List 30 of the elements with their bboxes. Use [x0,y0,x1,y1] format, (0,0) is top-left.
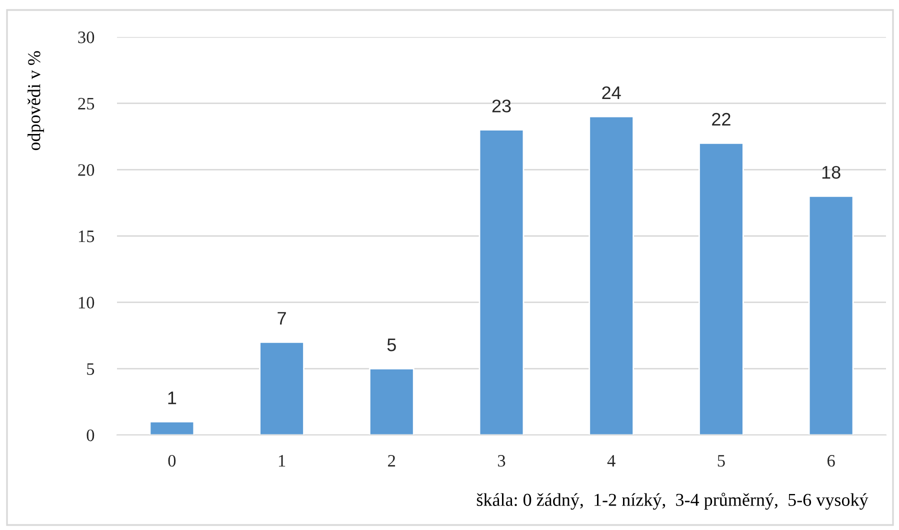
bar [478,129,524,435]
data-label: 1 [168,392,176,404]
data-label: 24 [602,86,621,99]
bar [259,341,304,435]
y-tick-label: 5 [87,363,94,375]
bar [368,368,414,435]
bar [808,196,854,435]
data-label: 23 [492,100,511,112]
data-label: 22 [712,112,730,126]
x-tick-label: 6 [827,454,835,467]
y-tick-label: 15 [78,230,94,242]
x-tick-label: 5 [718,455,725,467]
x-axis-title: škála: 0 žádný, 1-2 nízký, 3-4 průměrný, 5-6 vysoký [476,492,868,510]
x-tick-label: 2 [388,454,396,466]
data-label: 7 [278,312,286,324]
y-tick-label: 30 [78,31,94,44]
y-tick-label: 10 [78,296,94,309]
bar [698,142,744,435]
x-tick-label: 3 [498,454,506,467]
x-tick-label: 0 [168,454,176,467]
data-label: 5 [387,338,396,352]
bar [149,421,195,435]
y-tick-label: 25 [78,98,94,110]
data-label: 18 [822,166,840,179]
y-tick-label: 20 [78,164,94,176]
y-axis-title: odpovědi v % [28,51,44,150]
x-tick-label: 4 [607,455,616,466]
bar [588,116,634,435]
y-tick-label: 0 [86,429,94,442]
x-tick-label: 1 [278,455,286,466]
